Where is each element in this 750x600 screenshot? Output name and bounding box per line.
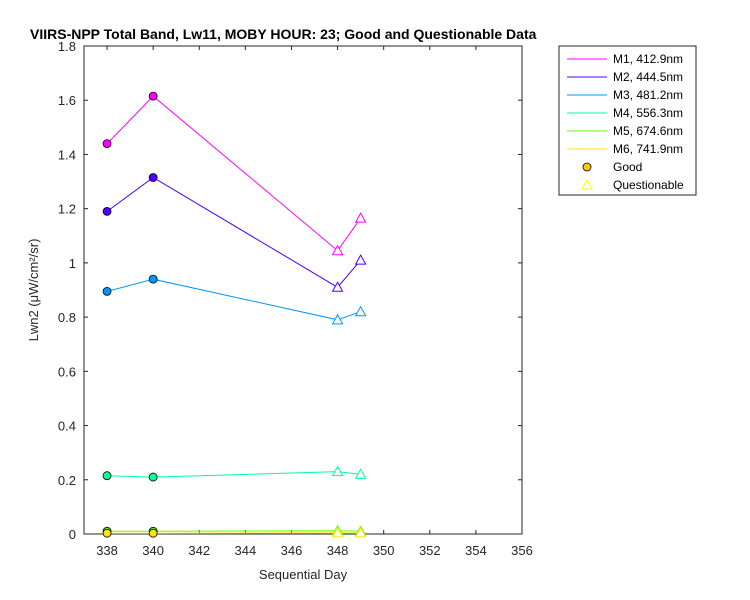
series-markers [102, 91, 367, 538]
x-tick-label: 348 [327, 543, 349, 558]
x-tick-label: 354 [465, 543, 487, 558]
x-tick-label: 342 [188, 543, 210, 558]
good-point-marker [102, 206, 112, 216]
x-tick-label: 350 [373, 543, 395, 558]
y-tick-label: 0.2 [58, 473, 76, 488]
series-line-m1 [106, 95, 362, 252]
y-tick-label: 0.4 [58, 419, 76, 434]
good-point-marker [148, 173, 158, 182]
x-tick-label: 340 [142, 543, 164, 558]
questionable-point-marker [354, 468, 367, 479]
questionable-point-marker [331, 313, 344, 325]
questionable-point-marker [354, 254, 367, 265]
good-point-marker [148, 472, 158, 482]
legend-entry-label: M3, 481.2nm [613, 88, 683, 102]
series-line-m4 [107, 471, 361, 478]
legend-box [558, 45, 697, 196]
legend-entry-label: M4, 556.3nm [613, 106, 683, 120]
x-axis-label: Sequential Day [259, 567, 348, 582]
questionable-point-marker [331, 526, 344, 538]
y-tick-label: 1.8 [58, 39, 76, 54]
series-line-m5 [107, 530, 361, 532]
chart-title: VIIRS-NPP Total Band, Lw11, MOBY HOUR: 2… [30, 26, 537, 42]
y-axis-label: Lwn2 (μW/cm²/sr) [26, 239, 41, 342]
legend-entry-label: Questionable [613, 178, 684, 192]
questionable-point-marker [354, 305, 367, 317]
questionable-point-marker [354, 212, 367, 223]
y-tick-label: 1.2 [58, 202, 76, 217]
y-tick-label: 1.4 [58, 147, 76, 162]
legend-questionable-marker [581, 178, 593, 190]
good-point-marker [102, 286, 112, 296]
legend-entry-label: M6, 741.9nm [613, 142, 683, 156]
questionable-point-marker [331, 281, 344, 292]
good-point-marker [148, 528, 158, 538]
y-tick-label: 0 [69, 527, 76, 542]
good-point-marker [102, 139, 112, 149]
x-tick-label: 338 [96, 543, 118, 558]
y-tick-label: 0.8 [58, 310, 76, 325]
legend-entry-label: M1, 412.9nm [613, 52, 683, 66]
series-lines [106, 95, 362, 534]
x-tick-label: 346 [281, 543, 303, 558]
plot-area [83, 45, 523, 535]
questionable-point-marker [331, 465, 344, 477]
x-tick-label: 344 [235, 543, 257, 558]
y-axis: 0 0.2 0.4 0.6 0.8 1 1.2 1.4 1.6 1.8 [58, 39, 522, 542]
y-tick-label: 1.6 [58, 93, 76, 108]
x-tick-label: 356 [511, 543, 533, 558]
legend-good-marker [582, 162, 592, 172]
good-point-marker [148, 274, 158, 284]
series-line-m2 [106, 176, 361, 288]
legend: M1, 412.9nm M2, 444.5nm M3, 481.2nm M4, 556… [558, 45, 697, 196]
x-tick-label: 352 [419, 543, 441, 558]
good-point-marker [102, 471, 112, 481]
y-tick-label: 0.6 [58, 364, 76, 379]
questionable-point-marker [331, 244, 344, 256]
questionable-point-marker [354, 526, 367, 538]
good-point-marker [148, 91, 158, 101]
legend-entry-label: Good [613, 160, 642, 174]
good-point-marker [102, 528, 112, 538]
y-tick-label: 1 [69, 256, 76, 271]
x-axis: 338 340 342 344 346 348 350 352 354 356 [96, 46, 533, 558]
series-line-m3 [106, 278, 361, 321]
legend-entry-label: M2, 444.5nm [613, 70, 683, 84]
legend-entry-label: M5, 674.6nm [613, 124, 683, 138]
